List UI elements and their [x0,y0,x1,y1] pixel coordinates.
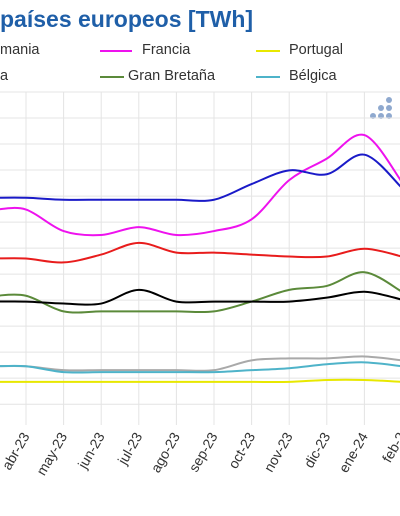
legend-label-gran-bretana: Gran Bretaña [128,68,216,84]
series-line-italia [0,241,400,264]
x-tick-label: feb-2 [379,429,400,465]
legend-label-alemania: mania [0,42,40,58]
x-tick-label: oct-23 [225,429,258,471]
series-line-austria [0,355,400,372]
x-tick-label: ago-23 [147,429,183,475]
legend-swatch-francia [100,50,132,52]
legend-label-portugal: Portugal [289,42,344,58]
grid [0,91,400,425]
x-tick-label: ene-24 [335,429,371,475]
x-tick-label: nov-23 [261,429,296,474]
x-tick-label: abr-23 [0,429,33,472]
chart-title: países europeos [TWh] [0,6,254,32]
legend-label-belgica: Bélgica [289,68,337,84]
legend-swatch-portugal [256,50,280,52]
series-line-alemania [0,153,400,202]
x-tick-label: sep-23 [185,429,220,474]
x-tick-label: dic-23 [300,429,333,470]
series-line-francia [0,133,400,237]
legend-swatch-belgica [256,76,280,78]
series-line-holanda [0,288,400,306]
series-line-b-lgica [0,361,400,374]
series-lines [0,133,400,384]
series-line-gran-breta-a [0,271,400,314]
x-tick-label: jun-23 [74,429,108,472]
x-tick-label: may-23 [33,429,70,478]
legend-label-francia: Francia [142,42,191,58]
x-axis-ticks: abr-23 may-23 jun-23 jul-23 ago-23 sep-23 oct-… [0,429,400,478]
legend-label-italia: a [0,68,9,84]
x-tick-label: jul-23 [114,429,146,468]
series-line-portugal [0,378,400,384]
legend-swatch-gran-bretana [100,76,124,78]
